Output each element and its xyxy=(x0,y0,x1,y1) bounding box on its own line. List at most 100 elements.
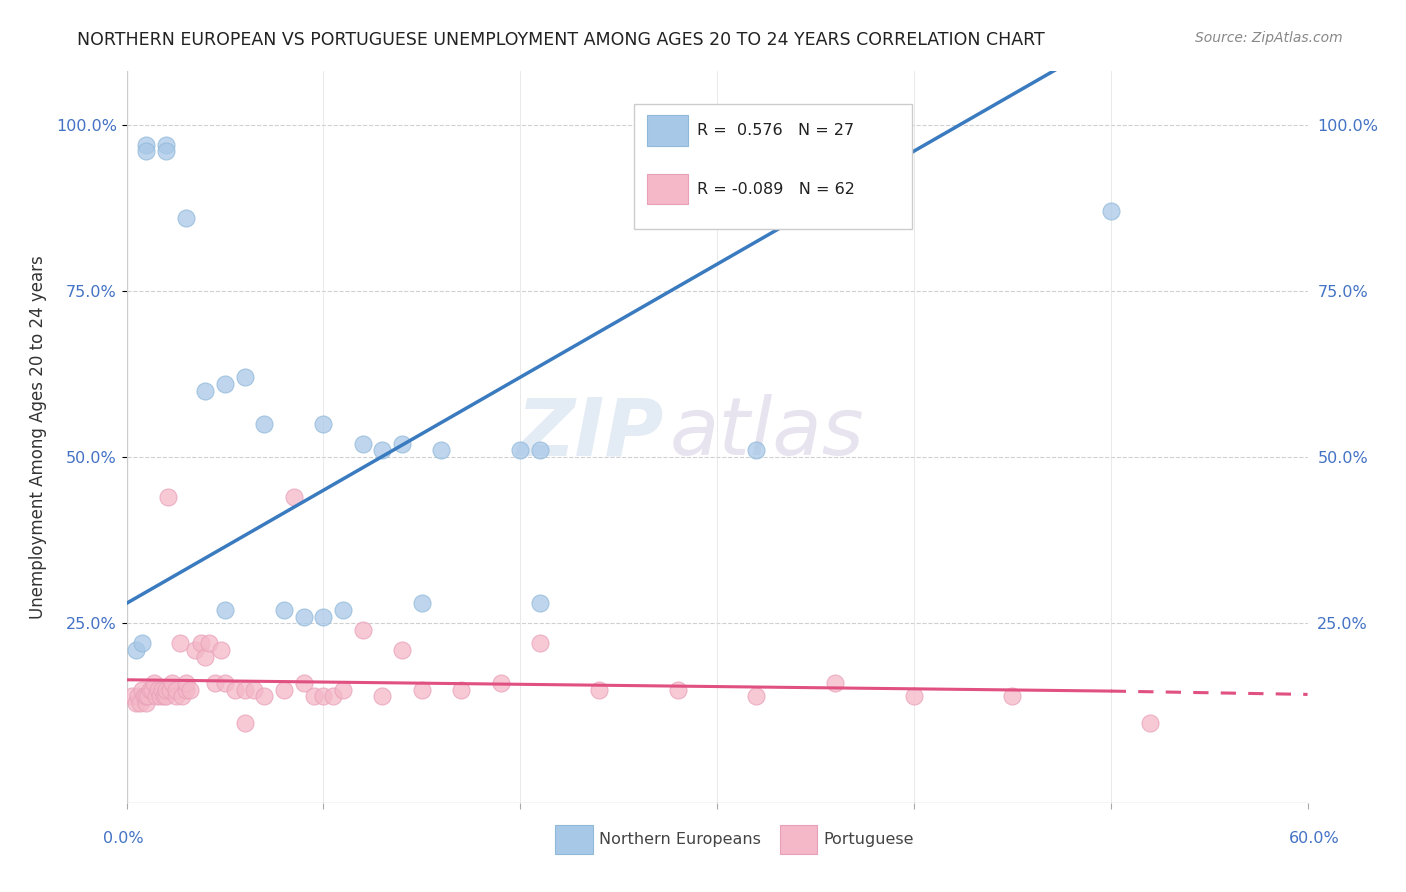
Point xyxy=(155,682,177,697)
Point xyxy=(273,603,295,617)
Point xyxy=(139,682,162,697)
Point xyxy=(149,690,172,704)
Point xyxy=(903,690,925,704)
Point xyxy=(489,676,512,690)
Point xyxy=(253,417,276,431)
Point xyxy=(233,370,256,384)
FancyBboxPatch shape xyxy=(780,825,817,854)
Point xyxy=(121,690,143,704)
Y-axis label: Unemployment Among Ages 20 to 24 years: Unemployment Among Ages 20 to 24 years xyxy=(30,255,48,619)
Point xyxy=(1139,716,1161,731)
Point xyxy=(184,643,207,657)
Text: 0.0%: 0.0% xyxy=(104,831,143,846)
Point xyxy=(135,690,157,704)
Point xyxy=(136,690,159,704)
Point xyxy=(233,682,256,697)
Point xyxy=(283,490,305,504)
Text: NORTHERN EUROPEAN VS PORTUGUESE UNEMPLOYMENT AMONG AGES 20 TO 24 YEARS CORRELATI: NORTHERN EUROPEAN VS PORTUGUESE UNEMPLOY… xyxy=(77,31,1045,49)
Point xyxy=(588,682,610,697)
Text: R = -0.089   N = 62: R = -0.089 N = 62 xyxy=(697,182,855,196)
Point xyxy=(165,690,187,704)
Point xyxy=(411,596,433,610)
Point xyxy=(190,636,212,650)
Point xyxy=(204,676,226,690)
Point xyxy=(352,436,374,450)
Point xyxy=(273,682,295,697)
Point xyxy=(169,636,191,650)
Text: Northern Europeans: Northern Europeans xyxy=(599,832,761,847)
Point xyxy=(170,690,193,704)
Point xyxy=(253,690,276,704)
Point xyxy=(153,690,176,704)
Point xyxy=(156,490,179,504)
Point xyxy=(391,436,413,450)
Point xyxy=(312,609,335,624)
Point xyxy=(165,682,187,697)
Point xyxy=(146,682,169,697)
Point xyxy=(135,696,157,710)
Point xyxy=(666,682,689,697)
Point xyxy=(529,443,551,458)
Point xyxy=(450,682,472,697)
Point xyxy=(145,690,167,704)
Point xyxy=(352,623,374,637)
Point xyxy=(214,676,236,690)
Point xyxy=(194,384,217,398)
Point xyxy=(129,696,152,710)
Point xyxy=(209,643,232,657)
Point xyxy=(174,211,197,225)
Point xyxy=(411,682,433,697)
Point xyxy=(332,682,354,697)
Point xyxy=(141,682,163,697)
Point xyxy=(131,682,153,697)
Text: ZIP: ZIP xyxy=(516,394,664,473)
Point xyxy=(371,443,394,458)
Point xyxy=(292,676,315,690)
Point xyxy=(371,690,394,704)
FancyBboxPatch shape xyxy=(647,174,688,204)
Point xyxy=(179,682,201,697)
Point xyxy=(134,690,156,704)
FancyBboxPatch shape xyxy=(647,115,688,146)
Point xyxy=(125,643,148,657)
Point xyxy=(430,443,453,458)
Point xyxy=(150,682,173,697)
Point xyxy=(824,676,846,690)
Point xyxy=(198,636,221,650)
Point xyxy=(174,682,197,697)
Point xyxy=(243,682,266,697)
Text: 60.0%: 60.0% xyxy=(1289,831,1340,846)
Point xyxy=(155,144,177,158)
Point xyxy=(224,682,246,697)
Point xyxy=(194,649,217,664)
Point xyxy=(332,603,354,617)
Point xyxy=(214,603,236,617)
Point xyxy=(125,696,148,710)
Point xyxy=(1001,690,1024,704)
Point xyxy=(155,137,177,152)
Point xyxy=(312,690,335,704)
Point xyxy=(391,643,413,657)
Text: atlas: atlas xyxy=(669,394,865,473)
Point xyxy=(131,636,153,650)
Point xyxy=(143,676,166,690)
Point xyxy=(214,376,236,391)
Point xyxy=(322,690,344,704)
Text: R =  0.576   N = 27: R = 0.576 N = 27 xyxy=(697,123,853,138)
Point xyxy=(1099,204,1122,219)
Point xyxy=(233,716,256,731)
Point xyxy=(292,609,315,624)
Point xyxy=(127,690,149,704)
Point xyxy=(155,690,177,704)
Point xyxy=(159,682,181,697)
Point xyxy=(135,144,157,158)
Point xyxy=(529,636,551,650)
Point xyxy=(745,443,768,458)
FancyBboxPatch shape xyxy=(555,825,593,854)
Point xyxy=(135,137,157,152)
FancyBboxPatch shape xyxy=(634,104,912,228)
Text: Source: ZipAtlas.com: Source: ZipAtlas.com xyxy=(1195,31,1343,45)
Point xyxy=(509,443,531,458)
Point xyxy=(312,417,335,431)
Point xyxy=(302,690,325,704)
